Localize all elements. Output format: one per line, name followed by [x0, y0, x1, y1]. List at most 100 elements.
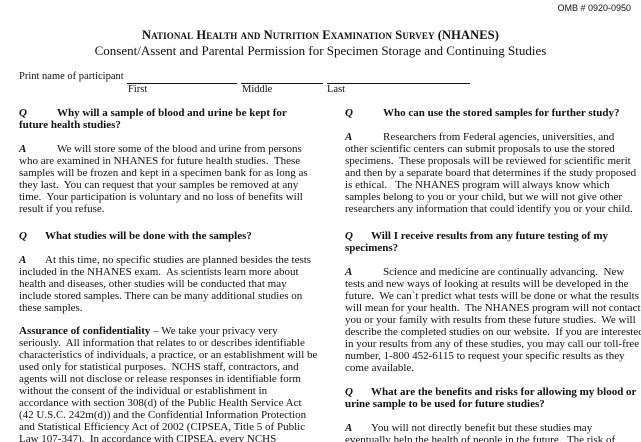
question-marker: Q	[345, 230, 353, 242]
answer-line: who are examined in NHANES for future he…	[19, 155, 308, 167]
last-label: Last	[327, 84, 346, 95]
line-text: Researchers from Federal agencies, unive…	[383, 131, 615, 143]
middle-name-line[interactable]	[241, 83, 323, 84]
answer-line: include stored samples. There can be man…	[19, 290, 311, 302]
line-text: include stored samples. There can be man…	[19, 290, 303, 302]
answer-line: tests and new ways of looking at results…	[345, 278, 641, 290]
answer-marker: A	[345, 266, 353, 278]
answer-line: other scientific centers can submit prop…	[345, 143, 636, 155]
line-text: you or your family with results from the…	[345, 314, 636, 326]
line-text: number, 1-800 452-6115 to request your s…	[345, 350, 625, 362]
answer-line: is ethical. The NHANES program will alwa…	[345, 179, 636, 191]
line-text: What studies will be done with the sampl…	[45, 230, 252, 242]
paragraph-line: accordance with section 308(d) of the Pu…	[19, 397, 317, 409]
line-text: specimens. These proposals will be revie…	[345, 155, 631, 167]
question-marker: Q	[345, 107, 353, 119]
answer-line: eventually help the health of people in …	[345, 434, 615, 442]
answer-line: A You will not directly benefit but these…	[345, 422, 615, 434]
answer-line: samples belong to you or your child, but…	[345, 191, 636, 203]
line-text: samples belong to you or your child, but…	[345, 191, 623, 203]
answer-line: in your results from any of these studie…	[345, 338, 641, 350]
line-text: come available.	[345, 362, 415, 374]
right-block-0: Q Who can use the stored samples for furt…	[345, 107, 620, 119]
line-text: included in the NHANES exam. As scientis…	[19, 266, 299, 278]
answer-line: number, 1-800 452-6115 to request your s…	[345, 350, 641, 362]
omb-number: OMB # 0920-0950	[557, 3, 631, 13]
question-marker: Q	[19, 230, 27, 242]
line-text: and Statistical Efficiency Act of 2002 (…	[19, 421, 306, 433]
first-name-line[interactable]	[127, 83, 237, 84]
line-text: At this time, no specific studies are pl…	[45, 254, 312, 266]
line-text: other scientific centers can submit prop…	[345, 143, 615, 155]
line-text: agents will not disclose or release resp…	[19, 373, 301, 385]
line-text: We will store some of the blood and urin…	[57, 143, 302, 155]
answer-line: describe the completed studies on our we…	[345, 326, 641, 338]
answer-line: come available.	[345, 362, 641, 374]
line-text: researchers any information that could i…	[345, 203, 633, 215]
answer-line: A Researchers from Federal agencies, univ…	[345, 131, 636, 143]
line-text: without the consent of the individual or…	[19, 385, 268, 397]
right-block-1: A Researchers from Federal agencies, univ…	[345, 131, 636, 215]
question-line: urine sample to be used for future studi…	[345, 398, 636, 410]
line-text: You will not directly benefit but these …	[371, 422, 593, 434]
paragraph-line: (42 U.S.C. 242m(d)) and the Confidential…	[19, 409, 317, 421]
line-text: describe the completed studies on our we…	[345, 326, 641, 338]
line-text: future health studies?	[19, 119, 121, 131]
line-text: eventually help the health of people in …	[345, 434, 616, 442]
left-block-0: Q Why will a sample of blood and urine be…	[19, 107, 287, 131]
document-title: National Health and Nutrition Examinatio…	[142, 28, 499, 42]
answer-line: A At this time, no specific studies are p…	[19, 254, 311, 266]
last-name-line[interactable]	[327, 83, 470, 84]
line-text: accordance with section 308(d) of the Pu…	[19, 397, 302, 409]
paragraph-line: seriously. All information that relates …	[19, 337, 317, 349]
line-text: seriously. All information that relates …	[19, 337, 305, 349]
answer-marker: A	[345, 131, 353, 143]
answer-line: they last. You can request that your sam…	[19, 179, 308, 191]
line-text: (42 U.S.C. 242m(d)) and the Confidential…	[19, 409, 307, 421]
line-text: is ethical. The NHANES program will alwa…	[345, 179, 610, 191]
right-block-3: A Science and medicine are continually ad…	[345, 266, 641, 374]
line-text: result if you refuse.	[19, 203, 105, 215]
line-text: they last. You can request that your sam…	[19, 179, 299, 191]
right-block-4: Q What are the benefits and risks for all…	[345, 386, 636, 410]
answer-line: will mean for your health. The NHANES pr…	[345, 302, 641, 314]
line-text: and then by a separate board that determ…	[345, 167, 637, 179]
line-text: – We take your privacy very	[150, 325, 278, 337]
answer-line: researchers any information that could i…	[345, 203, 636, 215]
line-text: Law 107-347). In accordance with CIPSEA,…	[19, 433, 277, 442]
question-line: Q What are the benefits and risks for all…	[345, 386, 636, 398]
line-text: samples will be frozen and kept in a spe…	[19, 167, 308, 179]
paragraph-line: used only for statistical purposes. NCHS…	[19, 361, 317, 373]
answer-marker: A	[19, 143, 27, 155]
paragraph-line: Assurance of confidentiality – We take y…	[19, 325, 317, 337]
middle-label: Middle	[242, 84, 273, 95]
answer-line: and then by a separate board that determ…	[345, 167, 636, 179]
line-text: What are the benefits and risks for allo…	[371, 386, 637, 398]
line-text: these samples.	[19, 302, 83, 314]
question-line: Q Will I receive results from any future …	[345, 230, 608, 242]
line-text: time. Your participation is voluntary an…	[19, 191, 303, 203]
answer-marker: A	[345, 422, 353, 434]
line-text: Who can use the stored samples for furth…	[383, 107, 620, 119]
right-block-2: Q Will I receive results from any future …	[345, 230, 608, 254]
line-text: in your results from any of these studie…	[345, 338, 640, 350]
answer-line: samples will be frozen and kept in a spe…	[19, 167, 308, 179]
line-text: used only for statistical purposes. NCHS…	[19, 361, 299, 373]
question-line: Q Why will a sample of blood and urine be…	[19, 107, 287, 119]
line-text: Why will a sample of blood and urine be …	[57, 107, 287, 119]
paragraph-line: Law 107-347). In accordance with CIPSEA,…	[19, 433, 317, 442]
document-subtitle: Consent/Assent and Parental Permission f…	[94, 43, 547, 58]
line-text: specimens?	[345, 242, 399, 254]
line-text: health and diseases, other studies will …	[19, 278, 287, 290]
paragraph-line: and Statistical Efficiency Act of 2002 (…	[19, 421, 317, 433]
right-block-5: A You will not directly benefit but these…	[345, 422, 615, 442]
question-marker: Q	[19, 107, 27, 119]
first-label: First	[128, 84, 148, 95]
answer-line: health and diseases, other studies will …	[19, 278, 311, 290]
answer-marker: A	[19, 254, 27, 266]
question-line: Q Who can use the stored samples for furt…	[345, 107, 620, 119]
answer-line: you or your family with results from the…	[345, 314, 641, 326]
line-text: Science and medicine are continually adv…	[383, 266, 625, 278]
answer-line: A Science and medicine are continually ad…	[345, 266, 641, 278]
